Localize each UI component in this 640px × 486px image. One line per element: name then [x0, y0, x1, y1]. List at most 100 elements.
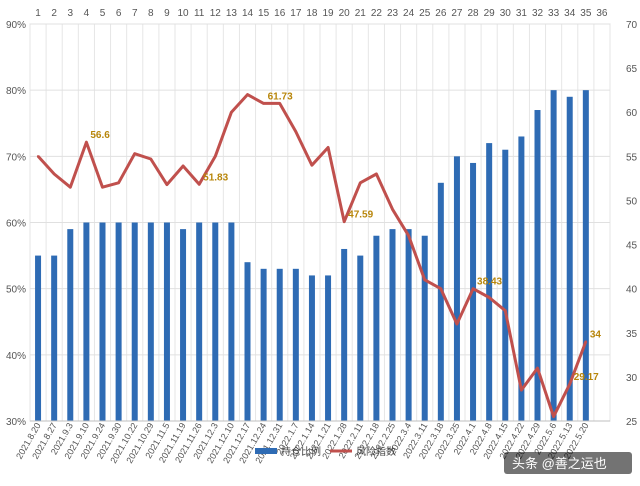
bar: [196, 222, 203, 421]
legend-label-risk-index: 风险指数: [356, 445, 396, 458]
top-tick-label: 19: [322, 8, 334, 19]
bar: [566, 96, 573, 422]
bar: [582, 90, 589, 422]
top-tick-label: 15: [258, 8, 270, 19]
line-point: [520, 388, 523, 392]
right-risk-axis: 25 30 35 40 45 50 55 60 65 70: [626, 20, 638, 428]
right-tick-label: 70: [626, 20, 638, 31]
top-tick-label: 20: [339, 8, 351, 19]
line-point: [342, 220, 346, 223]
top-tick-label: 12: [210, 8, 222, 19]
line-point: [423, 278, 426, 282]
top-tick-label: 10: [177, 8, 189, 19]
line-point: [407, 234, 410, 237]
data-label: 29.17: [574, 372, 599, 383]
top-tick-label: 27: [451, 8, 463, 19]
bar: [437, 182, 444, 421]
top-tick-label: 32: [532, 8, 544, 19]
top-tick-label: 7: [132, 8, 138, 19]
top-tick-label: 24: [403, 8, 415, 19]
left-tick-label: 70%: [6, 152, 26, 163]
right-tick-label: 30: [626, 373, 638, 384]
right-tick-label: 45: [626, 241, 638, 252]
bar: [502, 149, 509, 421]
top-tick-label: 16: [274, 8, 286, 19]
right-tick-label: 50: [626, 196, 638, 207]
left-tick-label: 50%: [6, 285, 26, 296]
line-point: [375, 172, 378, 176]
legend-swatch-holding-ratio: [255, 448, 277, 454]
right-tick-label: 25: [626, 417, 638, 428]
bar: [550, 90, 557, 422]
top-tick-label: 5: [100, 8, 106, 19]
bar: [389, 229, 396, 421]
line-point: [262, 102, 265, 105]
line-point: [326, 146, 330, 149]
right-tick-label: 55: [626, 152, 638, 163]
line-point: [197, 183, 201, 186]
top-tick-label: 22: [371, 8, 383, 19]
top-tick-label: 35: [580, 8, 592, 19]
top-tick-label: 11: [194, 8, 205, 19]
watermark-text: 头条 @善之运也: [512, 456, 607, 471]
bar: [51, 255, 58, 421]
left-tick-label: 40%: [6, 351, 26, 362]
data-labels: 56.6 51.83 61.73 47.59 38.43 29.17 34: [90, 91, 601, 383]
top-tick-label: 28: [467, 8, 479, 19]
left-tick-label: 90%: [6, 20, 26, 31]
left-percent-axis: 30% 40% 50% 60% 70% 80% 90%: [6, 20, 26, 428]
watermark: 头条 @善之运也: [504, 452, 632, 474]
line-point: [69, 186, 72, 189]
line-point: [552, 415, 555, 418]
bar: [292, 268, 299, 421]
top-tick-label: 26: [435, 8, 447, 19]
bar: [373, 235, 380, 421]
bar: [276, 268, 283, 421]
line-point: [165, 183, 169, 186]
top-tick-label: 13: [226, 8, 238, 19]
bar: [67, 229, 74, 421]
line-point: [52, 172, 56, 176]
line-point: [278, 102, 281, 105]
bar: [83, 222, 90, 421]
top-tick-label: 3: [67, 8, 73, 19]
line-point: [294, 130, 298, 133]
top-tick-label: 30: [500, 8, 512, 19]
data-label: 61.73: [268, 91, 293, 102]
line-point: [310, 163, 314, 167]
line-point: [85, 141, 88, 144]
line-point: [149, 157, 153, 161]
bar: [163, 222, 170, 421]
top-tick-label: 4: [84, 8, 90, 19]
bar: [421, 235, 428, 421]
top-tick-label: 14: [242, 8, 254, 19]
data-label: 34: [590, 330, 602, 341]
left-tick-label: 80%: [6, 86, 26, 97]
top-index-axis: 1 2 3 4 5 6 7 8 9 10 11 12 13 14 15 16 17 18 19 20 21 22 23 24 2…: [35, 8, 608, 19]
line-point: [230, 111, 233, 114]
bar: [453, 156, 460, 422]
line-point: [439, 287, 443, 290]
line-point: [471, 287, 475, 290]
left-tick-label: 30%: [6, 417, 26, 428]
data-label: 38.43: [477, 277, 502, 288]
top-tick-label: 23: [387, 8, 399, 19]
right-tick-label: 60: [626, 108, 638, 119]
top-tick-label: 8: [148, 8, 154, 19]
bar: [260, 268, 267, 421]
line-point: [536, 366, 539, 370]
top-tick-label: 18: [306, 8, 318, 19]
top-tick-label: 31: [516, 8, 528, 19]
top-tick-label: 6: [116, 8, 122, 19]
line-point: [181, 164, 185, 168]
bar: [147, 222, 154, 421]
line-point: [455, 322, 459, 326]
top-tick-label: 36: [596, 8, 608, 19]
line-point: [504, 309, 507, 312]
bar: [405, 229, 412, 421]
top-tick-label: 33: [548, 8, 560, 19]
right-tick-label: 35: [626, 329, 638, 340]
watermark-background: [504, 452, 632, 474]
bar: [486, 143, 493, 421]
top-tick-label: 34: [564, 8, 576, 19]
